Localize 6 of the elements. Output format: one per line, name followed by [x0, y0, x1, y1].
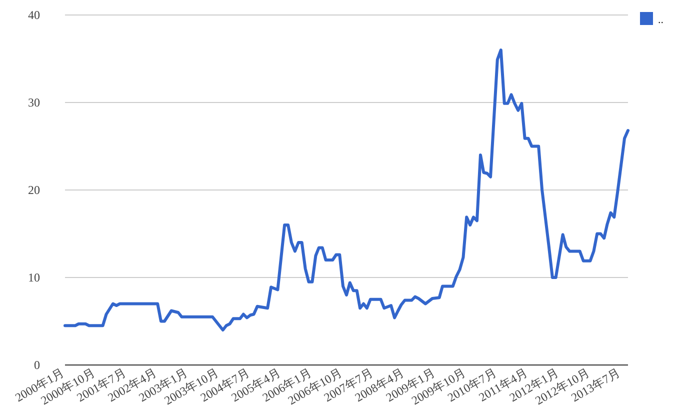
y-tick-label: 40: [28, 8, 40, 22]
legend-label: ..: [658, 14, 664, 26]
y-tick-label: 0: [34, 358, 40, 372]
y-tick-label: 20: [28, 183, 40, 197]
y-tick-label: 10: [28, 270, 40, 284]
y-tick-label: 30: [28, 96, 40, 110]
